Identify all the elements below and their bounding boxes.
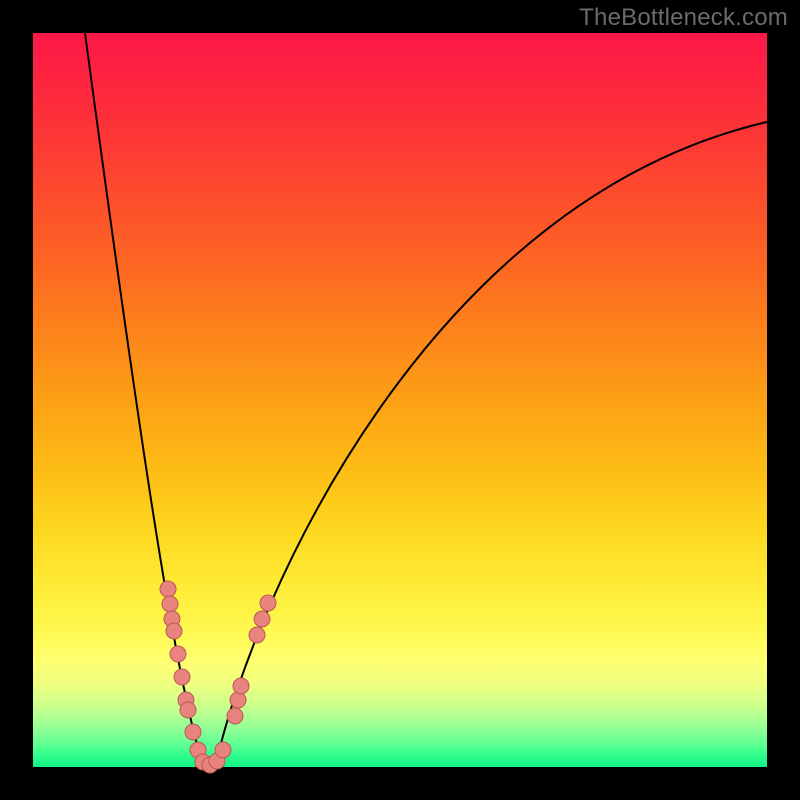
data-marker	[227, 708, 243, 724]
data-marker	[254, 611, 270, 627]
data-marker	[215, 742, 231, 758]
data-marker	[260, 595, 276, 611]
data-marker	[174, 669, 190, 685]
data-marker	[185, 724, 201, 740]
watermark-text: TheBottleneck.com	[579, 4, 788, 32]
chart-container: TheBottleneck.com	[0, 0, 800, 800]
data-marker	[180, 702, 196, 718]
plot-background	[33, 33, 767, 767]
data-marker	[233, 678, 249, 694]
data-marker	[230, 692, 246, 708]
data-marker	[249, 627, 265, 643]
data-marker	[160, 581, 176, 597]
data-marker	[166, 623, 182, 639]
data-marker	[170, 646, 186, 662]
data-marker	[162, 596, 178, 612]
bottleneck-chart	[0, 0, 800, 800]
